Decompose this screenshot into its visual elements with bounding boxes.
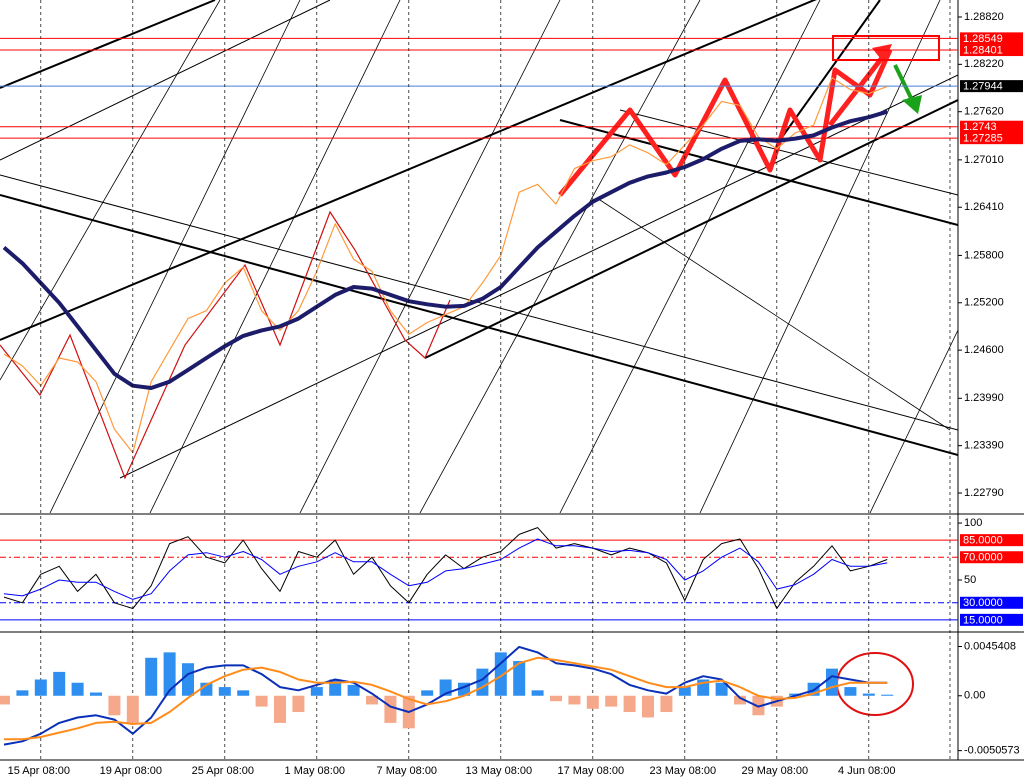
level-label: 15.0000 bbox=[963, 614, 1003, 626]
histogram-bar bbox=[108, 695, 121, 716]
y-tick-label: -0.0050573 bbox=[964, 745, 1020, 757]
level-label: 70.0000 bbox=[963, 552, 1003, 564]
series-line bbox=[3, 645, 888, 746]
histogram-bar bbox=[881, 694, 894, 696]
histogram-bar bbox=[274, 695, 286, 723]
x-tick-label: 15 Apr 08:00 bbox=[8, 765, 70, 777]
trendlines bbox=[0, 0, 958, 513]
x-tick-label: 19 Apr 08:00 bbox=[100, 765, 162, 777]
histogram-bar bbox=[550, 695, 562, 702]
level-label: 1.28401 bbox=[963, 44, 1003, 56]
histogram-bar bbox=[71, 682, 84, 696]
histogram-bar bbox=[568, 695, 581, 705]
x-tick-label: 23 May 08:00 bbox=[649, 765, 716, 777]
histogram-bar bbox=[642, 695, 654, 718]
y-tick-label: 1.25800 bbox=[964, 249, 1004, 261]
x-tick-label: 7 May 08:00 bbox=[377, 765, 438, 777]
y-tick-label: 50 bbox=[964, 574, 976, 586]
y-tick-label: 1.28220 bbox=[964, 58, 1004, 70]
histogram-bar bbox=[586, 695, 599, 709]
histogram-bar bbox=[678, 687, 691, 696]
y-tick-label: 1.27620 bbox=[964, 106, 1004, 118]
histogram-bar bbox=[53, 671, 66, 696]
x-tick-label: 25 Apr 08:00 bbox=[192, 765, 254, 777]
histogram-bar bbox=[789, 693, 802, 696]
x-tick-label: 4 Jun 08:00 bbox=[838, 765, 896, 777]
histogram-bar bbox=[605, 695, 618, 707]
y-tick-label: 1.22790 bbox=[964, 487, 1004, 499]
y-tick-label: 1.26410 bbox=[964, 201, 1004, 213]
histogram-bar bbox=[494, 652, 507, 696]
histogram-bar bbox=[715, 682, 728, 696]
y-tick-label: 1.25200 bbox=[964, 297, 1004, 309]
histogram-bar bbox=[513, 661, 526, 696]
histogram-bar bbox=[34, 679, 47, 696]
histogram-bar bbox=[255, 695, 268, 707]
series-line bbox=[2, 109, 888, 390]
y-tick-label: 1.24600 bbox=[964, 344, 1004, 356]
level-box bbox=[960, 596, 1023, 609]
histogram-bar bbox=[660, 695, 673, 713]
level-box bbox=[960, 120, 1023, 133]
y-tick-label: 1.23390 bbox=[964, 440, 1004, 452]
series-line bbox=[4, 656, 888, 741]
level-label: 30.0000 bbox=[963, 597, 1003, 609]
histogram-bar bbox=[90, 692, 102, 696]
level-box bbox=[960, 613, 1023, 626]
histogram-bar bbox=[292, 695, 305, 713]
x-tick-label: 13 May 08:00 bbox=[465, 765, 532, 777]
level-box bbox=[960, 32, 1023, 45]
x-tick-label: 29 May 08:00 bbox=[741, 765, 808, 777]
histogram-bar bbox=[826, 668, 838, 696]
level-label: 1.2743 bbox=[963, 121, 997, 133]
histogram-bar bbox=[16, 690, 29, 696]
y-tick-label: 1.28820 bbox=[964, 11, 1004, 23]
level-box bbox=[960, 80, 1023, 93]
histogram-bar bbox=[384, 695, 397, 723]
level-box bbox=[960, 132, 1023, 145]
histogram-bar bbox=[126, 695, 139, 723]
histogram-bar bbox=[218, 687, 231, 696]
y-tick-label: 1.23990 bbox=[964, 392, 1004, 404]
level-label: 85.0000 bbox=[963, 535, 1003, 547]
x-tick-label: 1 May 08:00 bbox=[285, 765, 346, 777]
level-label: 1.28549 bbox=[963, 33, 1003, 45]
histogram-bar bbox=[531, 690, 544, 696]
histogram-bar bbox=[734, 695, 746, 705]
histogram-bar bbox=[421, 690, 434, 696]
x-tick-label: 17 May 08:00 bbox=[557, 765, 624, 777]
y-tick-label: 0.00 bbox=[964, 690, 985, 702]
level-box bbox=[960, 551, 1023, 564]
histogram-bar bbox=[145, 657, 158, 696]
level-label: 1.27285 bbox=[963, 133, 1003, 145]
series-line bbox=[3, 538, 888, 600]
histogram-bar bbox=[844, 687, 857, 696]
series-line bbox=[3, 527, 888, 609]
histogram-bar bbox=[163, 652, 176, 696]
histogram-bar bbox=[182, 663, 194, 696]
level-box bbox=[960, 44, 1023, 57]
series-line bbox=[3, 77, 888, 454]
histogram-bar bbox=[623, 695, 636, 713]
y-tick-label: 1.27010 bbox=[964, 154, 1004, 166]
y-tick-label: 100 bbox=[964, 517, 982, 529]
histogram-bar bbox=[347, 684, 360, 696]
histogram-bar bbox=[237, 690, 250, 696]
level-box bbox=[960, 534, 1023, 547]
histogram-bar bbox=[862, 693, 875, 696]
level-label: 1.27944 bbox=[963, 81, 1003, 93]
histogram-bar bbox=[0, 695, 10, 705]
histogram-bar bbox=[310, 687, 323, 696]
histogram-bar bbox=[366, 695, 378, 705]
y-tick-label: 0.0045408 bbox=[964, 640, 1016, 652]
